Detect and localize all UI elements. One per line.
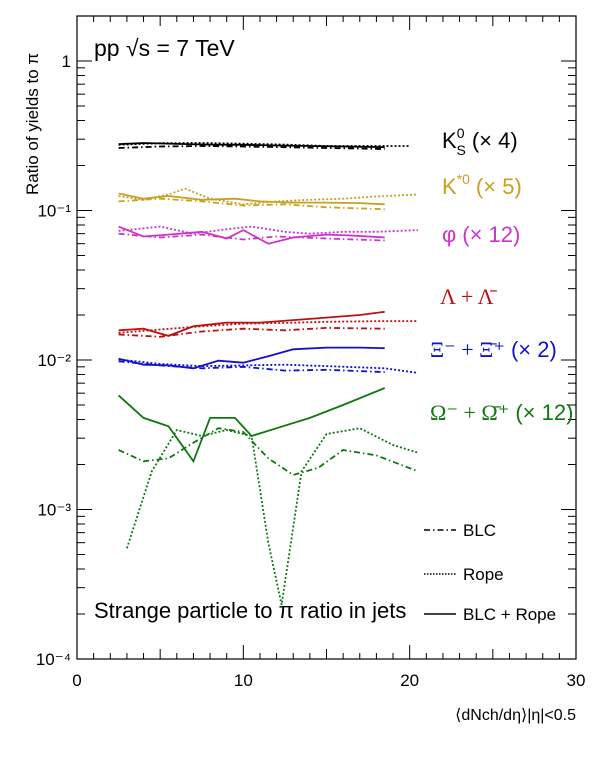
- x-axis-title: ⟨dNch/dη⟩|η|<0.5: [455, 707, 576, 724]
- series-line-rope: [118, 358, 419, 374]
- series-line-blc: [118, 427, 419, 476]
- series-line-blc: [118, 232, 385, 242]
- y-axis-title: Ratio of yields to π: [23, 53, 42, 195]
- chart-title: Strange particle to π ratio in jets: [94, 598, 406, 623]
- series-5: [117, 387, 419, 606]
- series-2: [118, 225, 419, 245]
- y-tick-label: 10⁻¹: [37, 202, 71, 221]
- series-label: φ (× 12): [442, 222, 520, 247]
- y-axis: 10⁻⁴ 10⁻³ 10⁻² 10⁻¹ 1: [36, 15, 576, 669]
- y-tick-label: 1: [62, 52, 71, 71]
- series-line-comb: [118, 346, 385, 370]
- legend-label: BLC + Rope: [463, 605, 556, 624]
- series-1: [118, 187, 419, 211]
- x-tick-label: 0: [72, 671, 81, 690]
- series-line-blc: [118, 197, 385, 211]
- y-tick-label: 10⁻³: [37, 501, 71, 520]
- series-line-blc: [118, 326, 385, 338]
- series-4: [118, 346, 419, 374]
- y-tick-label: 10⁻⁴: [36, 650, 71, 669]
- series-line-rope: [118, 320, 418, 334]
- series-line-comb: [118, 142, 385, 149]
- series-line-rope: [118, 187, 419, 206]
- system-label: pp √s = 7 TeV: [94, 35, 235, 61]
- x-tick-label: 20: [400, 671, 419, 690]
- series-0: [118, 142, 410, 150]
- series-label: Λ + Λ̄: [440, 284, 498, 309]
- x-tick-label: 30: [567, 671, 586, 690]
- x-axis: 0 10 20 30: [72, 16, 585, 690]
- series-line-rope: [126, 427, 419, 606]
- x-tick-label: 10: [234, 671, 253, 690]
- series-line-blc: [118, 145, 385, 150]
- series-label: Ξ⁻ + Ξ̄⁺ (× 2): [430, 337, 557, 362]
- series-line-comb: [118, 310, 385, 337]
- legend-label: Rope: [463, 565, 504, 584]
- series-labels: K0 S (× 4) K*0 (× 5) φ (× 12) Λ + Λ̄ Ξ⁻ + Ξ̄⁺ (× …: [430, 125, 573, 425]
- series-layer: [117, 142, 419, 606]
- legend-label: BLC: [463, 521, 496, 540]
- y-tick-label: 10⁻²: [37, 351, 71, 370]
- legend: BLC Rope BLC + Rope: [424, 521, 556, 624]
- series-line-comb: [117, 387, 386, 464]
- series-line-rope: [118, 225, 419, 235]
- series-line-comb: [118, 225, 385, 245]
- series-3: [118, 310, 418, 338]
- series-line-comb: [118, 192, 385, 206]
- series-label: K0 S (× 4): [442, 125, 518, 158]
- series-label: Ω⁻ + Ω̄⁺ (× 12): [430, 400, 573, 425]
- series-label: K*0 (× 5): [442, 171, 522, 199]
